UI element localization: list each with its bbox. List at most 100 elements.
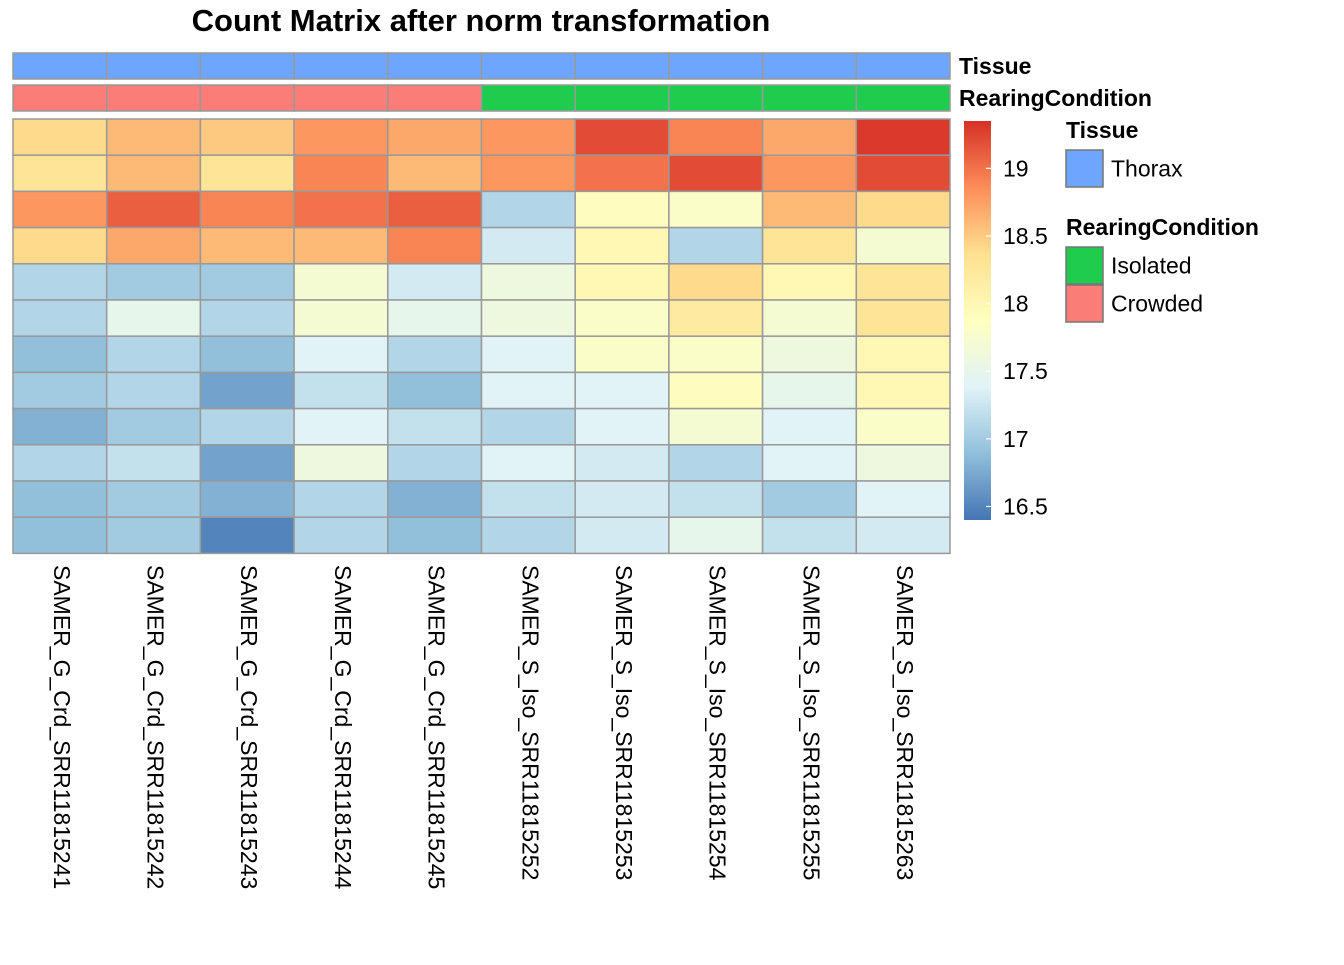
heatmap-cell-r9-c3: [293, 444, 389, 482]
heatmap-cell-r11-c1: [105, 516, 202, 555]
heatmap-cell-r11-c6: [574, 516, 670, 555]
heatmap-cell-r4-c2: [199, 263, 295, 301]
column-label-5: SAMER_S_Iso_SRR11815252: [517, 565, 543, 880]
heatmap-cell-r7-c0: [12, 371, 108, 410]
annotation-cell-tissue-0: [12, 52, 108, 80]
column-label-7: SAMER_S_Iso_SRR11815254: [705, 565, 731, 881]
heatmap-cell-r4-c8: [761, 263, 858, 301]
column-label-2: SAMER_G_Crd_SRR11815243: [236, 565, 262, 889]
heatmap-cell-r10-c4: [387, 480, 483, 518]
heatmap-cell-r11-c7: [668, 516, 764, 555]
heatmap-cell-r9-c0: [12, 444, 108, 482]
annotation-cell-rearingcondition-9: [855, 84, 951, 112]
color-bar-tick-label-3: 18: [1003, 291, 1029, 317]
heatmap-cell-r6-c5: [480, 335, 576, 374]
heatmap-cell-r11-c4: [387, 516, 483, 555]
heatmap-cell-r8-c1: [105, 407, 202, 446]
legend-title-1: RearingCondition: [1066, 214, 1259, 240]
heatmap-cell-r7-c2: [199, 371, 295, 410]
column-label-1: SAMER_G_Crd_SRR11815242: [142, 565, 168, 889]
legend-label-thorax: Thorax: [1111, 156, 1183, 182]
heatmap-cell-r5-c6: [574, 299, 670, 337]
heatmap-cell-r1-c5: [480, 154, 576, 193]
color-bar-tick-label-2: 17.5: [1003, 358, 1048, 384]
legend-label-crowded: Crowded: [1111, 291, 1203, 317]
color-bar-tick-label-4: 18.5: [1003, 223, 1048, 249]
heatmap-cell-r3-c3: [293, 226, 389, 265]
annotation-cell-tissue-4: [387, 52, 483, 80]
heatmap-cell-r9-c6: [574, 444, 670, 482]
heatmap-cell-r3-c6: [574, 226, 670, 265]
annotation-cell-rearingcondition-5: [480, 84, 576, 112]
heatmap-cell-r5-c5: [480, 299, 576, 337]
heatmap-cell-r11-c9: [855, 516, 951, 555]
column-label-8: SAMER_S_Iso_SRR11815255: [798, 565, 824, 880]
heatmap-cell-r7-c4: [387, 371, 483, 410]
heatmap-cell-r7-c5: [480, 371, 576, 410]
heatmap-cell-r9-c8: [761, 444, 858, 482]
heatmap-cell-r0-c4: [387, 118, 483, 156]
annotation-cell-rearingcondition-7: [668, 84, 764, 112]
annotation-cell-rearingcondition-0: [12, 84, 108, 112]
color-bar: [964, 121, 991, 520]
annotation-cell-tissue-1: [105, 52, 202, 80]
heatmap-cell-r3-c2: [199, 226, 295, 265]
heatmap-cell-r4-c4: [387, 263, 483, 301]
heatmap-cell-r8-c3: [293, 407, 389, 446]
heatmap-cell-r4-c5: [480, 263, 576, 301]
heatmap-cell-r2-c0: [12, 190, 108, 229]
annotation-cell-tissue-2: [199, 52, 295, 80]
heatmap-cell-r8-c0: [12, 407, 108, 446]
legend-swatch-isolated: [1065, 246, 1104, 285]
heatmap-cell-r9-c4: [387, 444, 483, 482]
heatmap-cell-r1-c9: [855, 154, 951, 193]
annotation-cell-tissue-5: [480, 52, 576, 80]
heatmap-cell-r9-c9: [855, 444, 951, 482]
heatmap-cell-r6-c8: [761, 335, 858, 374]
heatmap-cell-r9-c5: [480, 444, 576, 482]
heatmap-cell-r2-c6: [574, 190, 670, 229]
heatmap-cell-r3-c9: [855, 226, 951, 265]
annotation-cell-rearingcondition-1: [105, 84, 202, 112]
annotation-cell-rearingcondition-8: [761, 84, 858, 112]
heatmap-cell-r10-c9: [855, 480, 951, 518]
heatmap-cell-r9-c7: [668, 444, 764, 482]
column-label-4: SAMER_G_Crd_SRR11815245: [424, 565, 450, 889]
heatmap-cell-r4-c6: [574, 263, 670, 301]
heatmap-cell-r11-c8: [761, 516, 858, 555]
heatmap-cell-r5-c3: [293, 299, 389, 337]
heatmap-cell-r3-c0: [12, 226, 108, 265]
color-bar-tick-label-1: 17: [1003, 426, 1029, 452]
heatmap-cell-r10-c6: [574, 480, 670, 518]
heatmap-cell-r2-c2: [199, 190, 295, 229]
heatmap-cell-r11-c5: [480, 516, 576, 555]
column-label-0: SAMER_G_Crd_SRR11815241: [49, 565, 75, 889]
heatmap-cell-r5-c2: [199, 299, 295, 337]
heatmap-cell-r0-c8: [761, 118, 858, 156]
heatmap-cell-r6-c0: [12, 335, 108, 374]
heatmap-cell-r7-c7: [668, 371, 764, 410]
heatmap-cell-r2-c4: [387, 190, 483, 229]
heatmap-cell-r0-c0: [12, 118, 108, 156]
column-label-3: SAMER_G_Crd_SRR11815244: [330, 565, 356, 890]
heatmap-cell-r2-c1: [105, 190, 202, 229]
heatmap-cell-r5-c9: [855, 299, 951, 337]
legend-swatch-thorax: [1065, 149, 1104, 188]
annotation-cell-tissue-6: [574, 52, 670, 80]
heatmap-cell-r8-c2: [199, 407, 295, 446]
heatmap-cell-r4-c7: [668, 263, 764, 301]
heatmap-cell-r10-c2: [199, 480, 295, 518]
annotation-cell-rearingcondition-4: [387, 84, 483, 112]
heatmap-cell-r2-c8: [761, 190, 858, 229]
heatmap-cell-r6-c7: [668, 335, 764, 374]
heatmap-cell-r5-c0: [12, 299, 108, 337]
heatmap-cell-r1-c4: [387, 154, 483, 193]
heatmap-cell-r11-c2: [199, 516, 295, 555]
heatmap-cell-r2-c9: [855, 190, 951, 229]
heatmap-cell-r0-c1: [105, 118, 202, 156]
heatmap-cell-r6-c2: [199, 335, 295, 374]
heatmap-cell-r10-c1: [105, 480, 202, 518]
heatmap-cell-r7-c8: [761, 371, 858, 410]
heatmap-cell-r0-c3: [293, 118, 389, 156]
